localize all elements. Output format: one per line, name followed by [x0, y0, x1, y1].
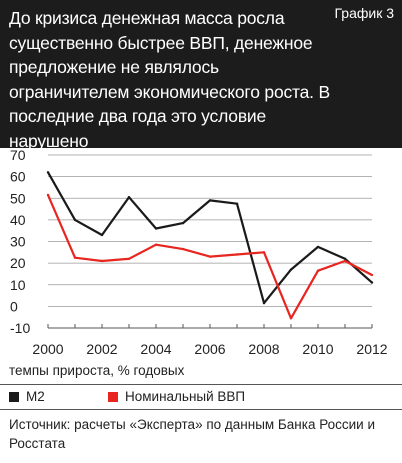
x-tick-label: 2008 [248, 341, 279, 357]
data-point [100, 233, 104, 237]
legend-swatch-gdp [108, 391, 118, 402]
series-line-m2 [47, 171, 373, 305]
x-tick-label: 2012 [356, 341, 387, 357]
data-point [46, 193, 50, 197]
chart-area: -10 0 10 20 30 40 50 60 70 2000 2002 2004 2006 2008 2… [0, 148, 402, 384]
x-tick-label: 2004 [140, 341, 171, 357]
data-point [316, 269, 320, 272]
y-tick-label: 50 [10, 190, 26, 206]
data-point [370, 281, 374, 284]
data-point [289, 317, 293, 320]
y-axis-caption: темпы прироста, % годовых [9, 363, 185, 378]
y-tick-label: -10 [10, 320, 30, 336]
data-point [154, 243, 158, 246]
data-point [235, 202, 239, 205]
chart-title: До кризиса денежная масса росла существе… [9, 8, 330, 151]
x-tick-label: 2006 [194, 341, 225, 357]
data-point [289, 268, 293, 271]
data-point [73, 256, 77, 259]
x-tick-label: 2002 [86, 341, 117, 357]
legend-item-gdp: Номинальный ВВП [108, 389, 245, 404]
x-tick-label: 2000 [32, 341, 63, 357]
data-point [343, 257, 347, 260]
y-tick-label: 10 [10, 277, 26, 293]
data-point [262, 301, 266, 305]
chart-legend: М2 Номинальный ВВП [0, 384, 402, 410]
data-point [127, 195, 131, 199]
line-chart: -10 0 10 20 30 40 50 60 70 2000 2002 2004 2006 2008 2… [10, 148, 388, 357]
data-point [181, 247, 185, 251]
data-point [262, 251, 266, 254]
chart-number-label: График 3 [334, 5, 394, 21]
data-point [208, 255, 212, 258]
y-tick-label: 60 [10, 169, 26, 185]
source-note: Источник: расчеты «Эксперта» по данным Б… [9, 417, 376, 451]
y-tick-label: 30 [10, 234, 26, 250]
data-point [343, 259, 347, 263]
y-tick-label: 0 [10, 298, 18, 314]
data-point [316, 245, 320, 249]
data-point [127, 257, 131, 260]
legend-item-m2: М2 [9, 389, 45, 404]
data-point [154, 227, 158, 230]
legend-divider-bottom [0, 409, 402, 410]
data-point [100, 259, 104, 263]
chart-header: До кризиса денежная масса росла существе… [0, 0, 402, 151]
data-point [73, 218, 77, 222]
data-point [370, 273, 374, 277]
data-point [208, 199, 212, 202]
data-point [235, 253, 239, 256]
legend-swatch-m2 [9, 391, 19, 402]
y-tick-label: 70 [10, 148, 26, 163]
legend-divider-top [0, 384, 402, 385]
legend-label-gdp: Номинальный ВВП [125, 389, 246, 404]
y-tick-label: 40 [10, 212, 26, 228]
data-point [181, 221, 185, 225]
data-point [46, 171, 50, 174]
y-tick-label: 20 [10, 255, 26, 271]
x-tick-label: 2010 [302, 341, 333, 357]
legend-label-m2: М2 [26, 389, 45, 404]
